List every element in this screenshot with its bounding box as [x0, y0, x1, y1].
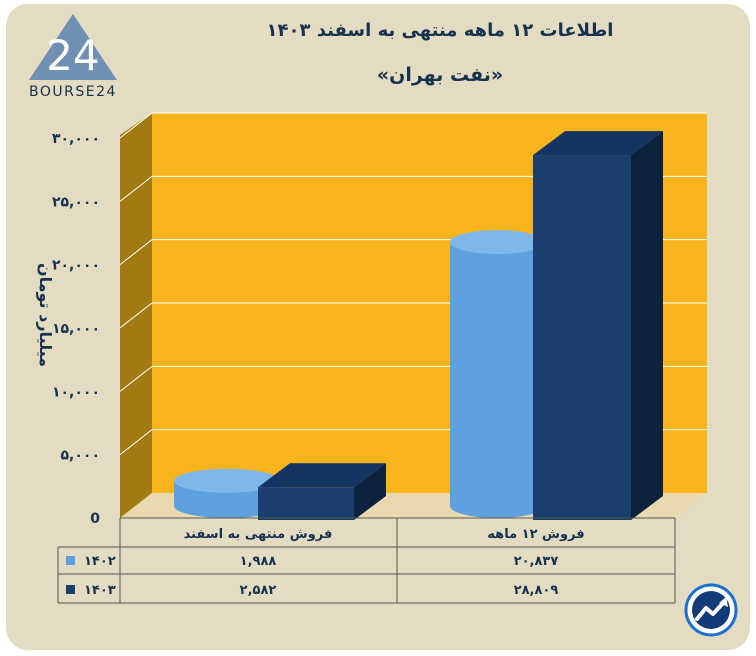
data-label: ۲۰,۸۳۷ [514, 554, 559, 569]
legend-label: ۱۴۰۳ [84, 583, 116, 598]
grid-line [119, 365, 153, 392]
chart-title: اطلاعات ۱۲ ماهه منتهی به اسفند ۱۴۰۳ [267, 20, 614, 41]
y-tick-label: 0 [90, 511, 100, 527]
data-table: فروش منتهی به اسفند فروش ۱۲ ماهه ۱۴۰۲ ۱,۹۸۸… [57, 517, 676, 604]
legend-label: ۱۴۰۲ [84, 554, 116, 569]
category-label: فروش ۱۲ ماهه [487, 527, 584, 542]
grid-line [119, 429, 153, 456]
data-label: ۲۸,۸۰۹ [514, 583, 559, 598]
grid-line [119, 239, 153, 266]
trend-badge-icon [684, 583, 738, 637]
bar-1402 [450, 230, 544, 518]
data-label: ۲,۵۸۲ [240, 583, 277, 598]
y-tick-label: ۲۰,۰۰۰ [52, 258, 100, 274]
y-tick-label: ۵,۰۰۰ [61, 448, 101, 464]
chart-subtitle: «نفت بهران» [377, 64, 503, 86]
logo-triangle-icon [29, 14, 117, 80]
grid-line [119, 302, 153, 329]
y-tick-label: ۳۰,۰۰۰ [52, 131, 100, 147]
legend-swatch [66, 585, 75, 594]
y-tick-label: ۲۵,۰۰۰ [52, 194, 100, 210]
logo-mark: 24 [46, 31, 99, 80]
bars [174, 131, 663, 520]
bar-1402 [174, 468, 280, 518]
y-axis-label: میلیارد تومان [36, 263, 55, 367]
legend-swatch [66, 556, 75, 565]
category-label: فروش منتهی به اسفند [184, 527, 333, 542]
logo: 24 BOURSE24 [29, 14, 117, 100]
y-tick-label: ۱۰,۰۰۰ [52, 384, 100, 400]
y-tick-label: ۱۵,۰۰۰ [52, 321, 100, 337]
logo-text: BOURSE24 [29, 84, 117, 100]
grid-line [119, 112, 153, 139]
bar-1403 [533, 131, 663, 520]
grid-line [119, 175, 153, 202]
data-label: ۱,۹۸۸ [240, 554, 277, 569]
bar-1403 [258, 463, 386, 520]
y-axis-ticks: 0 ۵,۰۰۰ ۱۰,۰۰۰ ۱۵,۰۰۰ ۲۰,۰۰۰ ۲۵,۰۰۰ ۳۰,۰۰۰ [52, 131, 100, 527]
